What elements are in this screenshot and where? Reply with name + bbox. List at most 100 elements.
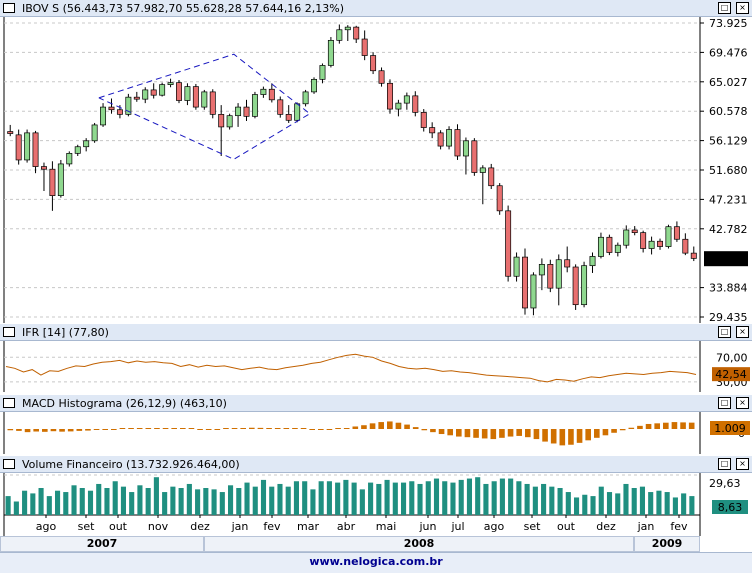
y-tick-label: 47.231: [709, 193, 748, 206]
current-value-badge: [712, 367, 750, 382]
restore-icon[interactable]: □: [718, 458, 731, 470]
macd-bar: [663, 422, 669, 429]
close-icon[interactable]: ×: [736, 458, 749, 470]
x-tick-label: abr: [337, 520, 356, 533]
macd-bar: [335, 428, 341, 429]
candle-body: [370, 55, 377, 72]
candle-body: [522, 256, 528, 309]
candle-body: [673, 226, 680, 240]
volume-bar: [170, 486, 176, 515]
volume-bar: [252, 486, 258, 515]
candle-body: [74, 146, 81, 154]
candle-body: [125, 96, 132, 115]
macd-bar: [318, 429, 324, 430]
restore-icon[interactable]: □: [718, 397, 731, 409]
macd-bar: [7, 429, 14, 431]
macd-bar: [257, 427, 264, 429]
candle-body: [530, 274, 537, 309]
volume-bar: [664, 492, 670, 515]
candle-body: [344, 26, 351, 31]
year-2007: 2007: [0, 536, 204, 552]
macd-bar: [671, 422, 678, 429]
macd-bar: [473, 429, 479, 438]
macd-bar: [50, 429, 57, 432]
current-value-label: 1.009: [714, 422, 746, 435]
macd-bar: [136, 428, 143, 429]
candle-body: [91, 124, 98, 142]
macd-bar: [568, 429, 574, 445]
macd-bar: [24, 429, 31, 433]
volume-bar: [425, 481, 431, 515]
volume-bar: [639, 486, 646, 515]
volume-bar: [326, 481, 332, 515]
candle-body: [167, 82, 174, 85]
restore-icon[interactable]: □: [718, 326, 731, 338]
macd-bar: [550, 429, 557, 444]
volume-bar: [87, 490, 94, 515]
candle-body: [412, 95, 419, 113]
candle-body: [116, 109, 123, 115]
macd-panel-title: MACD Histograma (26,12,9) (463,10): [22, 397, 227, 410]
volume-bar: [475, 477, 481, 515]
candle-body: [201, 91, 208, 108]
macd-bar: [309, 429, 315, 430]
candle-body: [319, 65, 326, 80]
volume-bar: [549, 486, 555, 515]
candle-body: [7, 131, 14, 134]
volume-bar: [351, 482, 357, 515]
volume-bar: [631, 488, 637, 515]
macd-bar: [430, 429, 436, 433]
macd-bar: [93, 429, 100, 430]
x-tick-label: set: [524, 520, 541, 533]
volume-bar: [120, 486, 127, 515]
candle-body: [57, 163, 64, 196]
y-tick-label: 29.435: [709, 311, 748, 323]
macd-bar: [326, 429, 333, 430]
macd-bar: [456, 429, 462, 437]
candle-body: [184, 86, 191, 101]
window-icon: [3, 398, 15, 408]
volume-bar: [400, 482, 407, 515]
volume-bar: [442, 481, 448, 515]
restore-icon[interactable]: □: [718, 2, 731, 14]
volume-bar: [244, 482, 250, 515]
volume-bar: [590, 496, 596, 515]
macd-bar: [67, 429, 74, 432]
macd-bar: [594, 429, 600, 438]
candle-body: [353, 26, 360, 40]
volume-bar: [96, 483, 102, 515]
candle-body: [361, 38, 368, 56]
candle-body: [24, 132, 31, 161]
candle-body: [682, 238, 689, 254]
macd-bar: [447, 429, 453, 436]
volume-bar: [524, 483, 530, 515]
macd-bar: [119, 428, 126, 429]
y-tick-label: 65.027: [709, 76, 748, 89]
macd-bar: [628, 427, 635, 429]
candle-body: [623, 229, 630, 246]
candle-body: [226, 115, 233, 128]
close-icon[interactable]: ×: [736, 2, 749, 14]
volume-bar: [195, 489, 201, 515]
x-tick-label: fev: [263, 520, 281, 533]
volume-bar: [227, 485, 234, 515]
close-icon[interactable]: ×: [736, 397, 749, 409]
candle-body: [403, 95, 410, 104]
volume-bar: [450, 482, 456, 515]
candle-body: [159, 84, 166, 96]
x-tick-label: mar: [297, 520, 319, 533]
volume-bar: [63, 492, 69, 515]
candle-body: [446, 129, 453, 147]
window-icon: [3, 459, 15, 469]
macd-bar: [85, 429, 91, 431]
candle-body: [243, 106, 250, 117]
volume-bar: [615, 493, 621, 515]
close-icon[interactable]: ×: [736, 326, 749, 338]
x-tick-label: jan: [637, 520, 655, 533]
price-chart: 73.925 69.476 65.027 60.578 56.129 51.680 47.2…: [3, 17, 748, 323]
volume-bar: [392, 482, 398, 515]
macd-bar: [378, 422, 384, 429]
volume-bar: [285, 486, 291, 515]
candle-body: [429, 127, 436, 134]
volume-bar: [541, 483, 547, 515]
